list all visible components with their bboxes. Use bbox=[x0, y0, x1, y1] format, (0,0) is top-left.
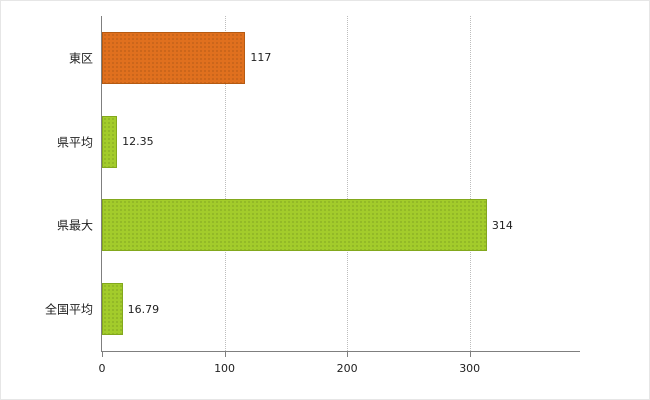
bar-1 bbox=[102, 115, 118, 168]
gridline-x-200 bbox=[347, 16, 349, 351]
bar-0 bbox=[102, 31, 246, 84]
bar-2 bbox=[102, 199, 487, 252]
value-label-1: 12.35 bbox=[122, 135, 154, 149]
x-tick-mark-200 bbox=[347, 352, 349, 357]
gridline-x-300 bbox=[469, 16, 471, 351]
x-tick-label-300: 300 bbox=[459, 362, 481, 375]
value-label-3: 16.79 bbox=[127, 302, 160, 316]
x-tick-mark-0 bbox=[102, 352, 103, 357]
category-label-3: 全国平均 bbox=[44, 302, 93, 317]
plot-area: 0 100 200 300 117 12.35 314 16.79 bbox=[99, 16, 580, 375]
category-label-2: 県最大 bbox=[56, 218, 93, 233]
value-label-2: 314 bbox=[491, 218, 513, 232]
gridline-x-100 bbox=[224, 16, 226, 351]
bar-3 bbox=[102, 283, 123, 336]
x-tick-label-0: 0 bbox=[98, 362, 106, 375]
bar-row-0: 117 bbox=[102, 31, 272, 84]
x-tick-mark-100 bbox=[224, 352, 226, 357]
x-tick-label-200: 200 bbox=[336, 362, 358, 375]
value-label-0: 117 bbox=[250, 51, 272, 65]
bar-row-1: 12.35 bbox=[102, 115, 154, 168]
category-label-1: 県平均 bbox=[56, 135, 93, 150]
bar-row-3: 16.79 bbox=[102, 283, 160, 336]
x-tick-label-100: 100 bbox=[214, 362, 236, 375]
category-label-0: 東区 bbox=[68, 51, 93, 66]
bar-row-2: 314 bbox=[102, 199, 513, 252]
x-tick-mark-300 bbox=[469, 352, 471, 357]
